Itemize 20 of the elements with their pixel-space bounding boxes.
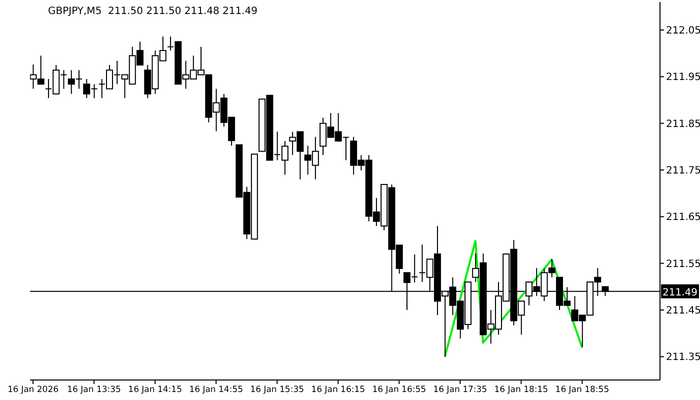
- y-tick-label: 211.85: [666, 118, 700, 130]
- x-tick-label: 16 Jan 17:35: [433, 385, 488, 396]
- chart-title: GBPJPY,M5 211.50 211.50 211.48 211.49: [48, 6, 258, 17]
- ref-line-label: 211.49: [662, 287, 698, 298]
- x-tick-label: 16 Jan 13:35: [67, 385, 121, 396]
- x-tick-label: 16 Jan 15:35: [250, 385, 304, 396]
- x-tick-label: 16 Jan 16:15: [311, 385, 366, 396]
- x-tick-label: 16 Jan 14:55: [189, 385, 244, 396]
- x-tick-label: 16 Jan 18:15: [494, 385, 548, 396]
- y-tick-label: 211.55: [666, 258, 700, 270]
- x-tick-label: 16 Jan 16:55: [372, 385, 426, 396]
- x-tick-label: 16 Jan 14:15: [128, 385, 182, 396]
- x-tick-label: 16 Jan 18:55: [555, 385, 610, 396]
- y-tick-label: 211.45: [666, 306, 700, 317]
- y-tick-label: 211.35: [666, 352, 700, 364]
- y-tick-label: 211.95: [666, 72, 700, 84]
- y-tick-label: 211.65: [666, 212, 700, 224]
- y-tick-label: 212.05: [666, 26, 700, 37]
- y-tick-label: 211.75: [666, 166, 700, 177]
- x-tick-label: 16 Jan 2026: [8, 385, 59, 396]
